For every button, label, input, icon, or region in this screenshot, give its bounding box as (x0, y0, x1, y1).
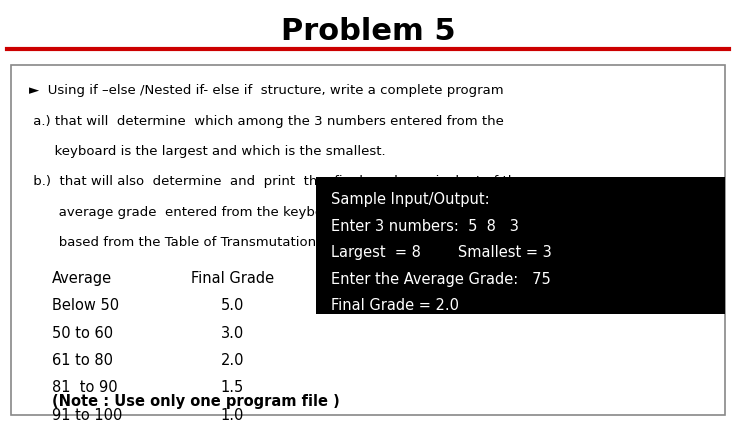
Text: Enter the Average Grade:   75: Enter the Average Grade: 75 (331, 272, 551, 287)
Text: Problem 5: Problem 5 (280, 17, 456, 46)
Text: 2.0: 2.0 (221, 353, 244, 368)
Text: Final Grade = 2.0: Final Grade = 2.0 (331, 298, 459, 313)
Text: 1.0: 1.0 (221, 408, 244, 423)
Text: 1.5: 1.5 (221, 380, 244, 395)
Text: 61 to 80: 61 to 80 (52, 353, 113, 368)
Text: Final Grade: Final Grade (191, 271, 275, 286)
Text: Enter 3 numbers:  5  8   3: Enter 3 numbers: 5 8 3 (331, 219, 519, 233)
Text: ►  Using if –else /Nested if- else if  structure, write a complete program: ► Using if –else /Nested if- else if str… (29, 84, 504, 98)
FancyBboxPatch shape (316, 177, 725, 314)
Text: 5.0: 5.0 (221, 298, 244, 313)
FancyBboxPatch shape (11, 65, 725, 415)
Text: 50 to 60: 50 to 60 (52, 325, 113, 341)
Text: Average: Average (52, 271, 112, 286)
Text: 3.0: 3.0 (221, 325, 244, 341)
Text: b.)  that will also  determine  and  print  the  final grade equivalent of the: b.) that will also determine and print t… (29, 176, 525, 188)
Text: Sample Input/Output:: Sample Input/Output: (331, 192, 490, 207)
Text: a.) that will  determine  which among the 3 numbers entered from the: a.) that will determine which among the … (29, 115, 504, 128)
Text: 91 to 100: 91 to 100 (52, 408, 122, 423)
Text: average grade  entered from the keyboard. The equivalent grade will be: average grade entered from the keyboard.… (29, 206, 544, 219)
Text: 81  to 90: 81 to 90 (52, 380, 117, 395)
Text: Below 50: Below 50 (52, 298, 118, 313)
Text: Largest  = 8        Smallest = 3: Largest = 8 Smallest = 3 (331, 245, 552, 260)
Text: based from the Table of Transmutation of Grades shown below:: based from the Table of Transmutation of… (29, 236, 480, 249)
Text: keyboard is the largest and which is the smallest.: keyboard is the largest and which is the… (29, 145, 386, 158)
Text: (Note : Use only one program file ): (Note : Use only one program file ) (52, 394, 339, 409)
